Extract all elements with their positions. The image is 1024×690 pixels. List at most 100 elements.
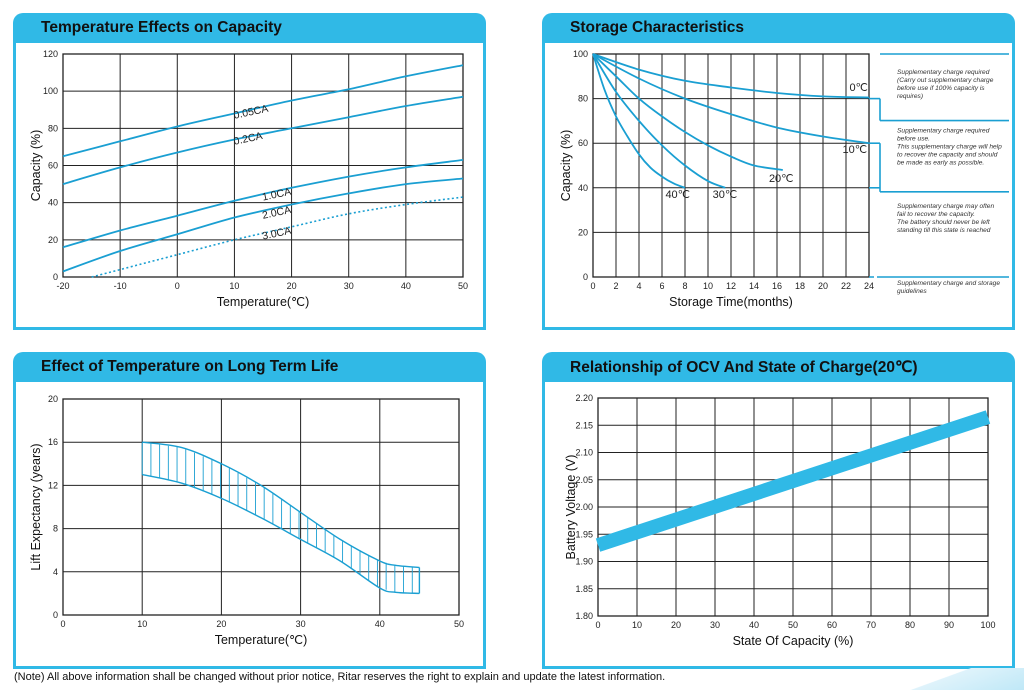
threshold-note-line: standing till this state is reached <box>897 227 991 234</box>
ocv-band-line <box>595 410 991 552</box>
x-tick-label: 8 <box>682 281 687 291</box>
series-line-30℃ <box>592 53 726 189</box>
y-tick-label: 2.00 <box>575 502 593 512</box>
x-axis-label: Storage Time(months) <box>669 295 793 309</box>
threshold-note-line: Supplementary charge and storage <box>897 280 1000 287</box>
x-tick-label: 40 <box>749 620 759 630</box>
chart-area: -20 -10 0 10 20 30 40 50 0 20 40 60 80 100 120 Temperat… <box>16 43 483 327</box>
series-label: 0℃ <box>849 82 867 94</box>
plot-frame <box>592 53 870 278</box>
upper-bound-line <box>142 441 420 569</box>
series-line-3-0CA <box>91 196 464 278</box>
chart-area: 0 2 4 6 8 10 12 14 16 18 20 22 24 0 20 40 60 80 100 Storage… <box>545 43 1012 327</box>
x-tick-label: 24 <box>864 281 874 291</box>
y-tick-label: 4 <box>53 567 58 577</box>
chart-title: Effect of Temperature on Long Term Life <box>41 358 339 375</box>
y-tick-label: 1.95 <box>575 529 593 539</box>
series-label: 0.05CA <box>233 103 270 122</box>
x-tick-label: 50 <box>788 620 798 630</box>
x-tick-label: 60 <box>827 620 837 630</box>
x-tick-label: 20 <box>216 619 226 629</box>
x-axis-label: Temperature(℃) <box>215 633 308 647</box>
y-tick-label: 0 <box>53 610 58 620</box>
x-tick-label: 80 <box>905 620 915 630</box>
x-tick-label: -20 <box>56 281 69 291</box>
x-tick-label: 10 <box>703 281 713 291</box>
y-tick-label: 40 <box>48 198 58 208</box>
x-tick-label: -10 <box>114 281 127 291</box>
y-tick-label: 120 <box>43 49 58 59</box>
x-tick-label: 40 <box>375 619 385 629</box>
ocv-soc-chart: 0 10 20 30 40 50 60 70 80 90 100 1.80 1.85 1.90 1.95 2.… <box>564 393 996 648</box>
series-label: 1.0CA <box>261 186 292 204</box>
x-tick-label: 0 <box>595 620 600 630</box>
lower-bound-line <box>142 473 420 595</box>
y-tick-label: 100 <box>573 49 588 59</box>
y-axis-label: Battery Voltage (V) <box>564 455 578 560</box>
threshold-note: Supplementary charge required before use.… <box>897 128 1002 167</box>
y-tick-label: 0 <box>583 272 588 282</box>
x-tick-label: 90 <box>944 620 954 630</box>
threshold-note-line: requires) <box>897 93 923 100</box>
x-tick-label: 12 <box>726 281 736 291</box>
threshold-note-line: to recover the capacity and should <box>897 152 998 159</box>
footnote: (Note) All above information shall be ch… <box>14 671 666 683</box>
threshold-note-line: be made as early as possible. <box>897 160 984 167</box>
threshold-note-line: Supplementary charge required <box>897 69 990 76</box>
series-line-2-0CA <box>62 177 464 273</box>
threshold-note-line: Supplementary charge required <box>897 128 990 135</box>
y-tick-label: 2.15 <box>575 420 593 430</box>
threshold-note-line: The battery should never be left <box>897 219 991 226</box>
series-line-0-2CA <box>62 95 464 185</box>
x-tick-label: 22 <box>841 281 851 291</box>
y-tick-label: 2.20 <box>575 393 593 403</box>
y-tick-label: 80 <box>578 94 588 104</box>
plot-frame <box>62 398 460 616</box>
x-tick-label: 10 <box>137 619 147 629</box>
x-tick-label: 50 <box>458 281 468 291</box>
x-tick-label: 10 <box>632 620 642 630</box>
series-line-10℃ <box>592 53 870 145</box>
panel-temperature-capacity: Temperature Effects on Capacity -20 -10 0 1… <box>13 13 486 330</box>
y-axis-label: Lift Expectancy (years) <box>29 443 43 570</box>
panel-storage-characteristics: Storage Characteristics 0 2 4 6 8 10 12 14 16 18 2… <box>542 13 1015 330</box>
x-tick-label: 6 <box>659 281 664 291</box>
x-tick-label: 20 <box>671 620 681 630</box>
x-tick-label: 50 <box>454 619 464 629</box>
y-tick-label: 100 <box>43 86 58 96</box>
chart-title: Relationship of OCV And State of Charge(… <box>570 359 918 376</box>
series-label: 20℃ <box>769 173 794 185</box>
threshold-note-line: This supplementary charge will help <box>897 144 1002 151</box>
y-tick-label: 1.80 <box>575 611 593 621</box>
y-tick-label: 2.10 <box>575 448 593 458</box>
y-tick-label: 20 <box>48 235 58 245</box>
storage-characteristics-chart: 0 2 4 6 8 10 12 14 16 18 20 22 24020406080100Storage… <box>559 49 1009 309</box>
x-tick-label: 16 <box>772 281 782 291</box>
threshold-note-line: Supplementary charge may often <box>897 203 994 210</box>
chart-area: 0 10 20 30 40 50 60 70 80 90 100 1.80 1.85 1.90 1.95 2.… <box>545 382 1012 666</box>
x-tick-label: 18 <box>795 281 805 291</box>
x-tick-label: 20 <box>287 281 297 291</box>
series-label: 30℃ <box>713 189 738 201</box>
y-tick-label: 12 <box>48 480 58 490</box>
y-axis-label: Capacity (%) <box>559 130 573 202</box>
threshold-note: Supplementary charge may often fail to re… <box>897 203 994 234</box>
series-label: 40℃ <box>665 189 690 201</box>
threshold-note: Supplementary charge and storage guidelin… <box>897 280 1000 295</box>
series-label: 2.0CA <box>261 204 292 222</box>
panel-long-term-life: Effect of Temperature on Long Term Life … <box>13 352 486 669</box>
chart-area: 0 10 20 30 40 50 0 4 8 12 16 20 Temperature(℃) Lift E… <box>16 382 483 666</box>
series-line-1-0CA <box>62 159 464 249</box>
x-tick-label: 2 <box>613 281 618 291</box>
series-line-0-05CA <box>62 64 464 158</box>
threshold-note-line: before use if 100% capacity is <box>897 85 985 92</box>
y-tick-label: 16 <box>48 437 58 447</box>
x-tick-label: 14 <box>749 281 759 291</box>
series-label: 10℃ <box>843 144 868 156</box>
y-tick-label: 40 <box>578 183 588 193</box>
plot-frame <box>62 53 464 278</box>
x-tick-label: 0 <box>175 281 180 291</box>
x-axis-label: Temperature(℃) <box>217 295 310 309</box>
y-tick-label: 60 <box>578 138 588 148</box>
long-term-life-chart: 0 10 20 30 40 50 0 4 8 12 16 20 Temperature(℃) Lift E… <box>29 394 464 647</box>
